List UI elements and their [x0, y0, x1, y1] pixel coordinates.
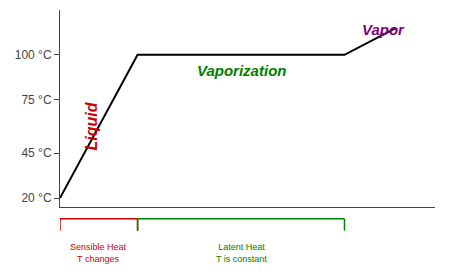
svg-text:Vapor: Vapor	[362, 21, 405, 38]
svg-text:45 °C: 45 °C	[21, 146, 51, 160]
svg-text:100 °C: 100 °C	[15, 48, 52, 62]
svg-text:20 °C: 20 °C	[21, 191, 51, 205]
svg-text:Liquid: Liquid	[83, 101, 100, 150]
svg-text:75 °C: 75 °C	[21, 93, 51, 107]
svg-text:Vaporization: Vaporization	[197, 62, 286, 79]
svg-text:Latent HeatT is constant: Latent HeatT is constant	[216, 242, 267, 264]
svg-text:Sensible HeatT changes: Sensible HeatT changes	[70, 242, 127, 264]
